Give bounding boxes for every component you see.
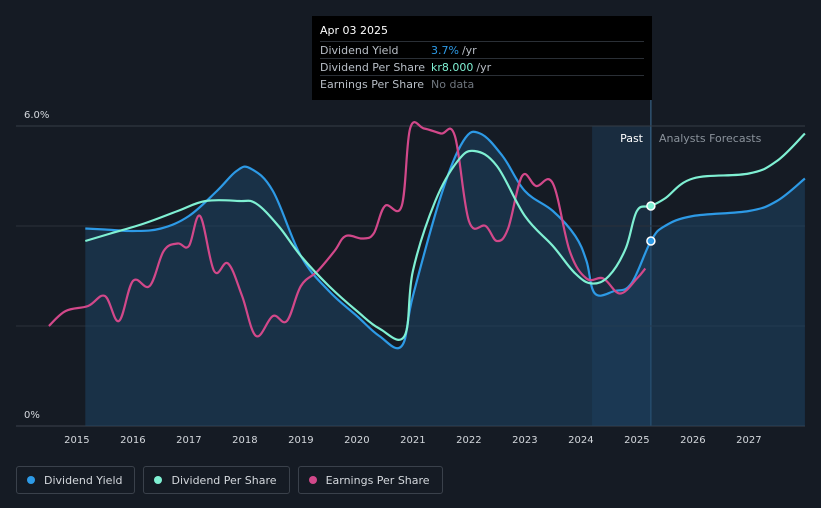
- x-tick-2019: 2019: [288, 435, 313, 446]
- tooltip-row-dividend-per-share: Dividend Per Share kr8.000/yr: [320, 58, 644, 76]
- tooltip-date: Apr 03 2025: [320, 24, 389, 37]
- legend-item-dividend-yield[interactable]: Dividend Yield: [16, 466, 136, 494]
- legend-dot-icon: [308, 476, 317, 484]
- series-line-earnings-per-share: [48, 121, 647, 338]
- x-tick-2020: 2020: [344, 435, 369, 446]
- tooltip-unit: /yr: [476, 61, 492, 74]
- tooltip-label: Dividend Per Share: [320, 61, 426, 74]
- legend-dot-icon: [27, 476, 35, 484]
- x-tick-2022: 2022: [456, 435, 481, 446]
- legend-label: Earnings Per Share: [325, 473, 430, 487]
- tooltip-label: Dividend Yield: [320, 44, 399, 57]
- legend-item-earnings-per-share[interactable]: Earnings Per Share: [297, 466, 443, 494]
- series-area-dividend-yield: [85, 131, 805, 427]
- tooltip-row-earnings-per-share: Earnings Per Share No data: [320, 75, 644, 93]
- tooltip-unit: /yr: [461, 44, 477, 57]
- y-tick-top: 6.0%: [24, 110, 49, 121]
- tooltip-row-dividend-yield: Dividend Yield 3.7%/yr: [320, 41, 644, 59]
- x-tick-2027: 2027: [736, 435, 761, 446]
- marker-dividend-yield[interactable]: [646, 236, 656, 246]
- x-tick-2023: 2023: [512, 435, 537, 446]
- x-tick-2017: 2017: [176, 435, 201, 446]
- past-label: Past: [620, 132, 644, 145]
- x-tick-2021: 2021: [400, 435, 425, 446]
- x-tick-2025: 2025: [624, 435, 649, 446]
- x-tick-2018: 2018: [232, 435, 257, 446]
- x-tick-2016: 2016: [120, 435, 145, 446]
- hover-tooltip: Apr 03 2025 Dividend Yield 3.7%/yr Divid…: [312, 16, 652, 100]
- tooltip-label: Earnings Per Share: [320, 78, 425, 91]
- legend-label: Dividend Per Share: [171, 473, 277, 487]
- x-tick-2026: 2026: [680, 435, 705, 446]
- tooltip-value: kr8.000: [431, 61, 474, 74]
- legend: Dividend Yield Dividend Per Share Earnin…: [16, 466, 443, 494]
- legend-label: Dividend Yield: [44, 473, 123, 487]
- forecast-label: Analysts Forecasts: [659, 132, 762, 145]
- x-tick-2015: 2015: [64, 435, 89, 446]
- marker-dividend-per-share[interactable]: [646, 201, 656, 211]
- y-tick-bottom: 0%: [24, 410, 40, 421]
- legend-dot-icon: [154, 476, 163, 484]
- legend-item-dividend-per-share[interactable]: Dividend Per Share: [143, 466, 290, 494]
- tooltip-value: No data: [431, 78, 475, 91]
- tooltip-value: 3.7%: [431, 44, 459, 57]
- x-tick-2024: 2024: [568, 435, 593, 446]
